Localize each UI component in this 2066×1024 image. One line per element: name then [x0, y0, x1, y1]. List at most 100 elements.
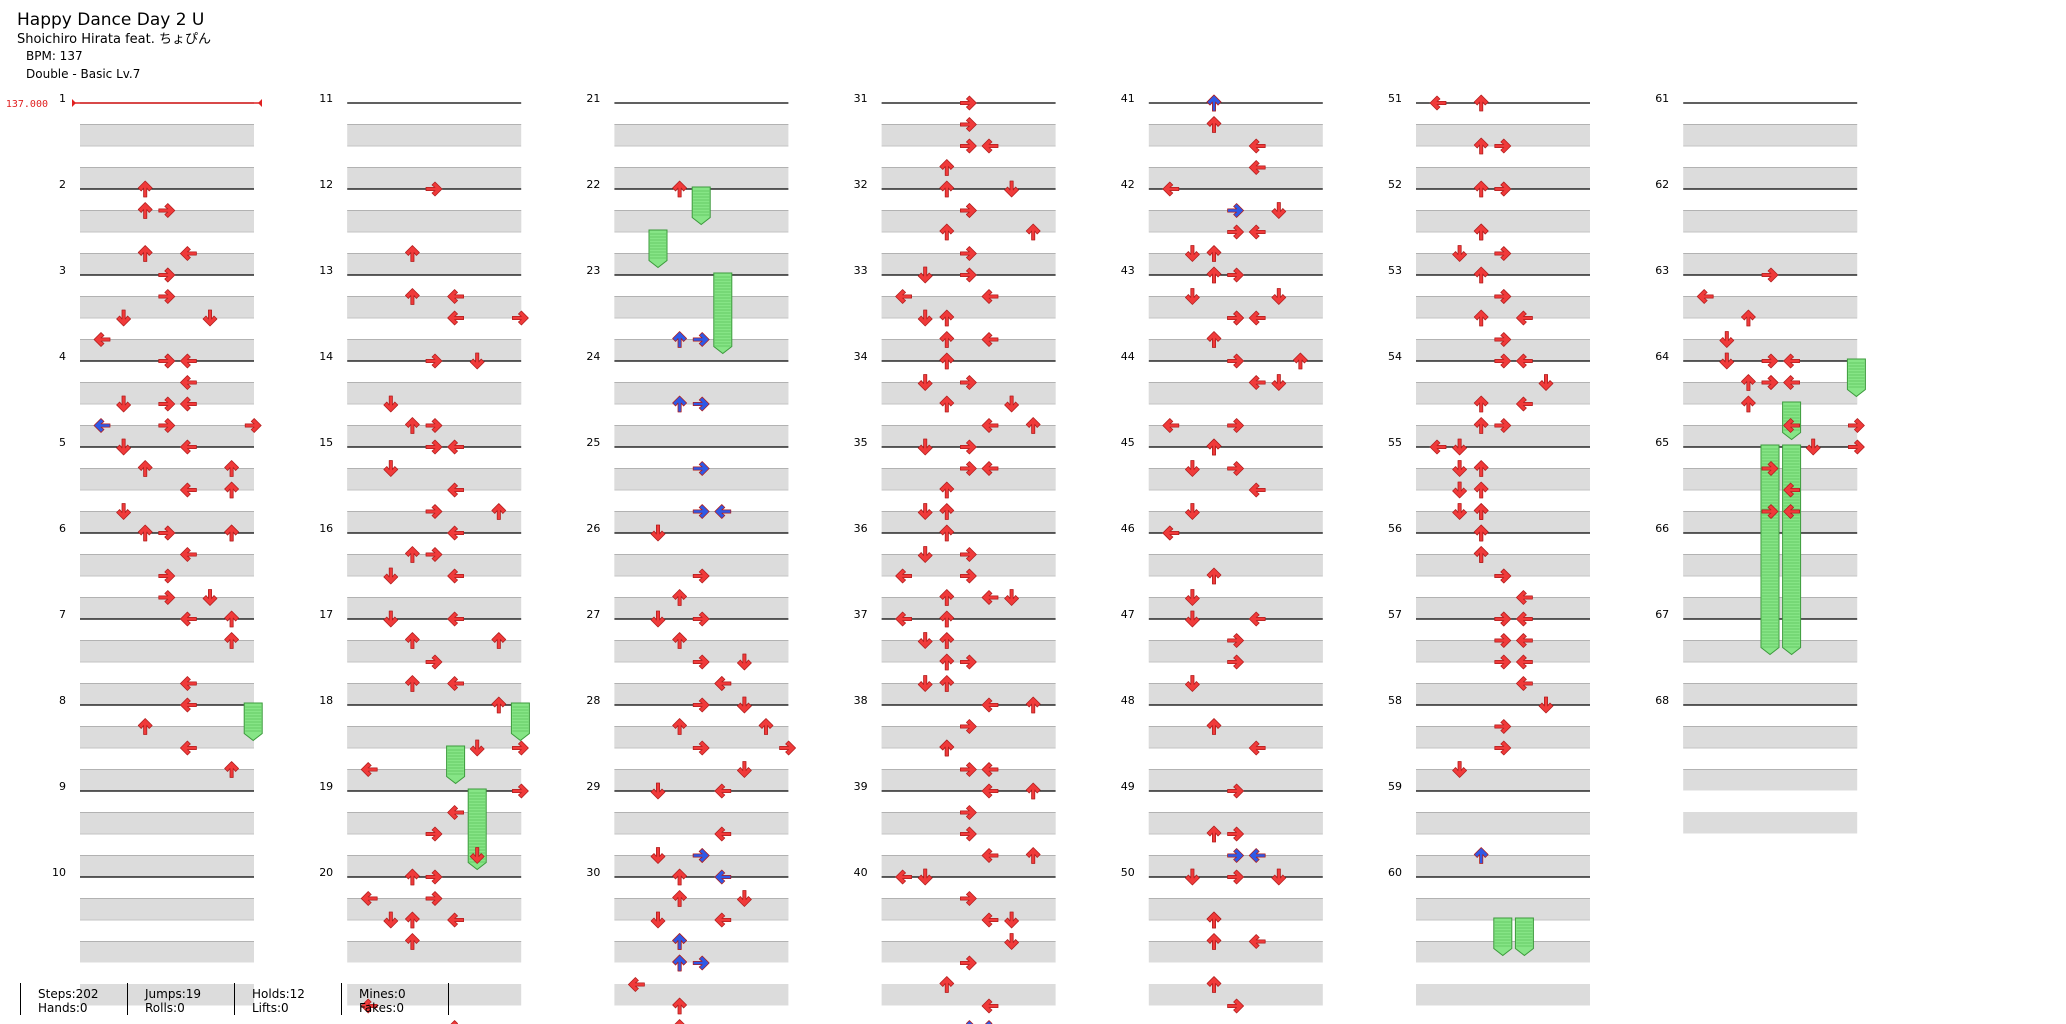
beat-band	[1148, 984, 1323, 1006]
beat-band	[1416, 855, 1590, 877]
tap-arrow-left-icon	[1162, 418, 1180, 433]
tap-arrow-left-icon	[1429, 439, 1447, 455]
tap-arrow-down-icon	[1004, 933, 1019, 950]
hold-note	[713, 272, 733, 355]
tap-arrow-left-icon	[360, 891, 378, 906]
beat-band	[80, 554, 254, 576]
tap-arrow-left-icon	[1516, 654, 1533, 670]
tap-arrow-left-icon	[981, 590, 999, 605]
measure-number: 45	[1121, 436, 1135, 449]
blue-arrow-up-icon	[1206, 94, 1222, 112]
blue-arrow-up-icon	[672, 954, 687, 972]
tap-arrow-right-icon	[425, 654, 443, 670]
song-bpm: BPM: 137	[26, 49, 83, 63]
tap-arrow-up-icon	[939, 309, 955, 327]
beat-band	[347, 124, 522, 146]
tap-arrow-left-icon	[447, 611, 465, 627]
measure-number: 46	[1121, 522, 1135, 535]
tap-arrow-right-icon	[960, 117, 977, 132]
measure-number: 56	[1388, 522, 1402, 535]
measure-number: 21	[586, 92, 600, 105]
measure-number: 35	[854, 436, 868, 449]
measure-number: 1	[59, 92, 66, 105]
tap-arrow-right-icon	[960, 805, 977, 820]
tap-arrow-down-icon	[116, 395, 131, 413]
tap-arrow-left-icon	[714, 912, 732, 928]
blue-arrow-right-icon	[692, 332, 710, 347]
tap-arrow-right-icon	[960, 375, 977, 390]
tap-arrow-up-icon	[672, 868, 687, 886]
beat-band	[614, 554, 789, 576]
beat-band	[614, 468, 789, 490]
tap-arrow-down-icon	[1185, 245, 1200, 262]
blue-arrow-up-icon	[672, 331, 687, 348]
tap-arrow-down-icon	[650, 782, 666, 800]
tap-arrow-up-icon	[224, 761, 240, 778]
tap-arrow-left-icon	[447, 805, 465, 820]
tap-arrow-left-icon	[179, 611, 197, 627]
beat-band	[347, 468, 522, 490]
tap-arrow-up-icon	[1473, 481, 1489, 499]
beat-band	[347, 382, 522, 404]
tap-arrow-down-icon	[650, 847, 666, 864]
tap-arrow-up-icon	[1473, 137, 1489, 155]
tap-arrow-right-icon	[425, 418, 443, 433]
tap-arrow-right-icon	[1761, 267, 1779, 283]
tap-arrow-right-icon	[158, 418, 176, 433]
tap-arrow-down-icon	[116, 309, 131, 327]
blue-arrow-up-icon	[1473, 847, 1489, 864]
tap-arrow-right-icon	[960, 439, 977, 455]
tap-arrow-right-icon	[512, 310, 529, 326]
tap-arrow-up-icon	[1206, 911, 1222, 929]
tap-arrow-up-icon	[1473, 94, 1489, 112]
tap-arrow-right-icon	[960, 95, 977, 111]
measure-number: 23	[586, 264, 600, 277]
tap-arrow-left-icon	[447, 568, 465, 584]
beat-band	[1148, 769, 1323, 791]
beat-band	[1683, 683, 1858, 705]
tap-arrow-up-icon	[1206, 266, 1222, 284]
beat-band	[881, 597, 1056, 619]
measure-number: 36	[854, 522, 868, 535]
tap-arrow-down-icon	[650, 610, 666, 628]
tap-arrow-left-icon	[981, 289, 999, 304]
stat-box-mines: Mines:0 Fakes:0	[341, 983, 449, 1015]
tap-arrow-up-icon	[939, 395, 955, 413]
tap-arrow-down-icon	[1452, 460, 1467, 477]
tap-arrow-left-icon	[1783, 418, 1800, 433]
measure-number: 8	[59, 694, 66, 707]
tap-arrow-left-icon	[447, 912, 465, 928]
tap-arrow-right-icon	[692, 740, 710, 756]
blue-arrow-right-icon	[966, 1020, 974, 1024]
measure-number: 24	[586, 350, 600, 363]
beat-band	[881, 812, 1056, 834]
tap-arrow-left-icon	[1516, 676, 1533, 691]
beat-band	[1148, 812, 1323, 834]
tap-arrow-down-icon	[116, 438, 131, 456]
tap-arrow-down-icon	[917, 374, 933, 391]
tap-arrow-down-icon	[1004, 911, 1019, 929]
tap-arrow-left-icon	[360, 998, 378, 1014]
tap-arrow-down-icon	[1271, 868, 1287, 886]
tap-arrow-right-icon	[425, 504, 443, 519]
measure-number: 3	[59, 264, 66, 277]
tap-arrow-down-icon	[1185, 503, 1200, 520]
tap-arrow-left-icon	[1516, 310, 1533, 326]
tap-arrow-up-icon	[404, 417, 420, 434]
tap-arrow-left-icon	[1248, 138, 1266, 154]
measure-number: 42	[1121, 178, 1135, 191]
beat-band	[80, 640, 254, 662]
tap-arrow-left-icon	[179, 697, 197, 713]
tap-arrow-right-icon	[1494, 611, 1512, 627]
tap-arrow-up-icon	[939, 352, 955, 370]
stat-holds: Holds:12	[252, 987, 305, 1001]
tap-arrow-left-icon	[981, 697, 999, 713]
tap-arrow-up-icon	[1473, 503, 1489, 520]
tap-arrow-right-icon	[1494, 633, 1512, 648]
tap-arrow-up-icon	[404, 546, 420, 563]
measure-number: 30	[586, 866, 600, 879]
tap-arrow-right-icon	[1227, 418, 1244, 433]
tap-arrow-left-icon	[1783, 375, 1800, 390]
beat-band	[1416, 468, 1590, 490]
